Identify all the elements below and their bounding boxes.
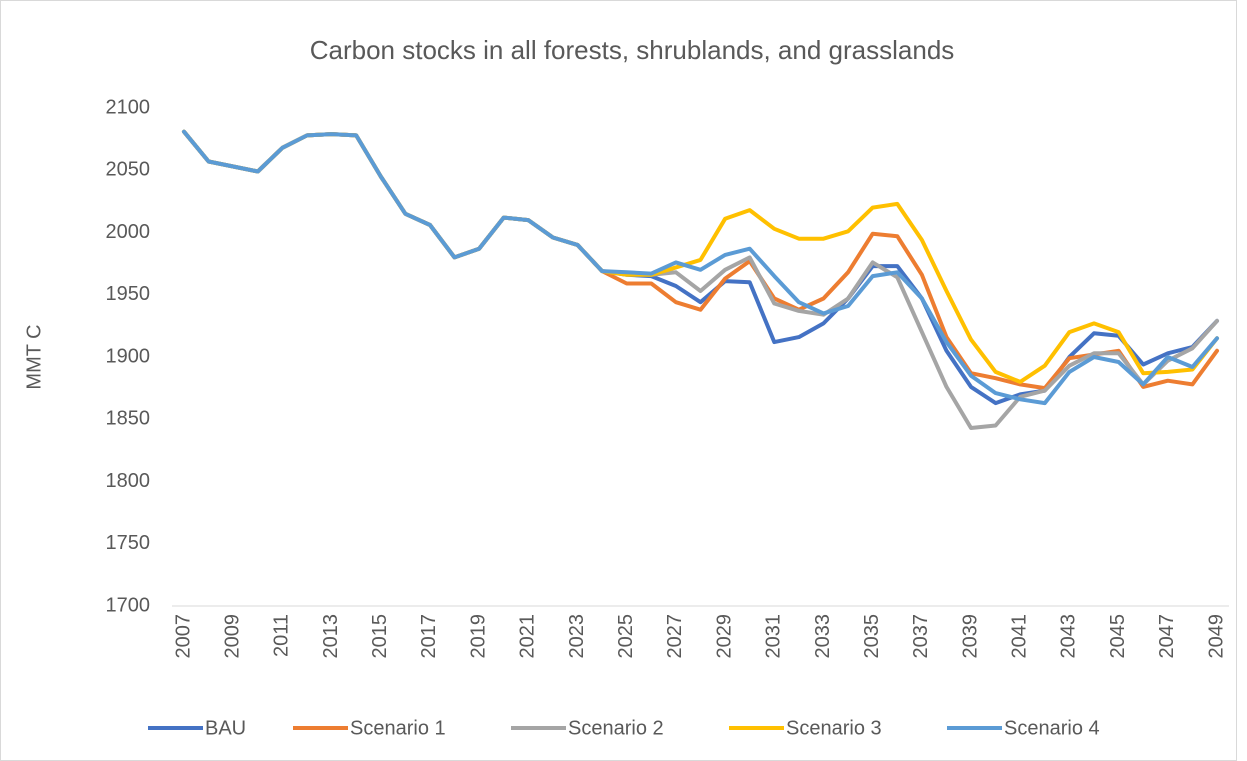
- y-tick-label: 1800: [106, 470, 151, 492]
- y-tick-label: 1750: [106, 532, 151, 554]
- x-tick-label: 2031: [763, 614, 785, 659]
- x-tick-label: 2035: [861, 614, 883, 659]
- y-tick-label: 1900: [106, 345, 151, 367]
- x-tick-label: 2043: [1058, 614, 1080, 659]
- x-tick-label: 2037: [910, 614, 932, 659]
- legend-label: Scenario 4: [1004, 717, 1100, 739]
- x-tick-label: 2017: [418, 614, 440, 659]
- x-tick-label: 2045: [1107, 614, 1129, 659]
- series-line: [182, 129, 1219, 406]
- legend-label: Scenario 2: [568, 717, 664, 739]
- x-tick-label: 2015: [369, 614, 391, 659]
- x-tick-label: 2041: [1009, 614, 1031, 659]
- x-tick-label: 2033: [812, 614, 834, 659]
- y-tick-label: 1850: [106, 408, 151, 430]
- x-tick-label: 2021: [517, 614, 539, 659]
- legend-label: BAU: [205, 717, 246, 739]
- legend-label: Scenario 3: [786, 717, 882, 739]
- x-tick-label: 2011: [271, 614, 293, 657]
- y-axis-label: MMT C: [23, 324, 45, 389]
- x-tick-label: 2039: [959, 614, 981, 659]
- x-tick-label: 2007: [172, 614, 194, 659]
- x-tick-label: 2027: [664, 614, 686, 659]
- x-tick-label: 2025: [615, 614, 637, 659]
- y-tick-label: 2050: [106, 159, 151, 181]
- x-tick-label: 2013: [320, 614, 342, 659]
- chart-title: Carbon stocks in all forests, shrublands…: [310, 35, 955, 65]
- x-tick-label: 2023: [566, 614, 588, 659]
- x-tick-label: 2029: [713, 614, 735, 659]
- legend-label: Scenario 1: [350, 717, 446, 739]
- x-tick-label: 2009: [221, 614, 243, 659]
- y-tick-label: 1700: [106, 594, 151, 616]
- x-tick-label: 2019: [467, 614, 489, 659]
- x-tick-label: 2049: [1205, 614, 1227, 659]
- y-tick-label: 2000: [106, 221, 151, 243]
- y-tick-label: 2100: [106, 96, 151, 118]
- y-tick-label: 1950: [106, 283, 151, 305]
- x-tick-label: 2047: [1156, 614, 1178, 659]
